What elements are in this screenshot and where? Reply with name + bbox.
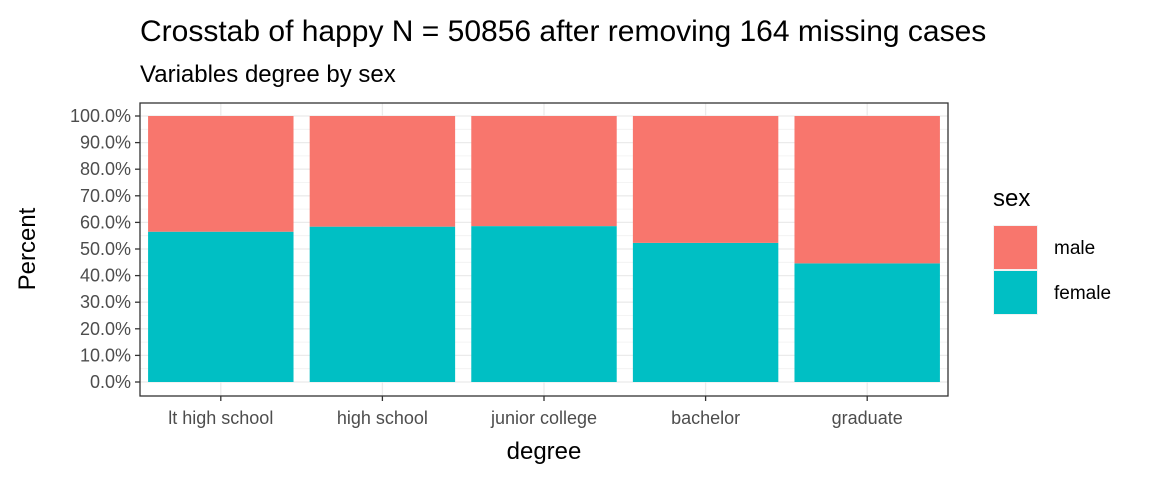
- x-tick-label: lt high school: [168, 408, 273, 428]
- y-tick-label: 90.0%: [80, 133, 131, 153]
- bar-female: [632, 242, 779, 382]
- y-tick-label: 30.0%: [80, 292, 131, 312]
- legend: sex male female: [993, 185, 1111, 315]
- chart-title: Crosstab of happy N = 50856 after removi…: [140, 15, 986, 48]
- y-tick-label: 10.0%: [80, 345, 131, 365]
- legend-key-male: [994, 226, 1037, 269]
- y-tick-label: 80.0%: [80, 159, 131, 179]
- bar-female: [471, 226, 617, 382]
- y-tick-label: 60.0%: [80, 212, 131, 232]
- chart-subtitle: Variables degree by sex: [140, 61, 396, 88]
- y-tick-label: 70.0%: [80, 186, 131, 206]
- x-tick-label: high school: [337, 408, 428, 428]
- legend-label-male: male: [1054, 238, 1095, 259]
- bar-male: [471, 116, 617, 227]
- x-tick-label: graduate: [832, 408, 903, 428]
- bar-female: [148, 231, 294, 382]
- legend-title: sex: [993, 185, 1030, 212]
- y-tick-label: 40.0%: [80, 266, 131, 286]
- x-axis-title: degree: [507, 438, 582, 465]
- bar-female: [309, 226, 456, 382]
- legend-key-female: [994, 271, 1037, 314]
- bar-male: [309, 116, 456, 227]
- bar-male: [148, 116, 294, 232]
- bar-female: [794, 263, 940, 382]
- y-tick-label: 50.0%: [80, 239, 131, 259]
- bar-male: [632, 116, 779, 243]
- legend-label-female: female: [1054, 283, 1111, 304]
- y-tick-label: 0.0%: [90, 372, 131, 392]
- y-tick-label: 20.0%: [80, 319, 131, 339]
- x-tick-label: bachelor: [671, 408, 740, 428]
- x-tick-label: junior college: [490, 408, 597, 428]
- y-axis-title: Percent: [14, 207, 41, 290]
- y-tick-label: 100.0%: [70, 106, 131, 126]
- plot-area: 0.0% 10.0% 20.0% 30.0% 40.0% 50.0% 60.0% 70.0% 8…: [70, 102, 949, 428]
- bar-male: [794, 116, 940, 264]
